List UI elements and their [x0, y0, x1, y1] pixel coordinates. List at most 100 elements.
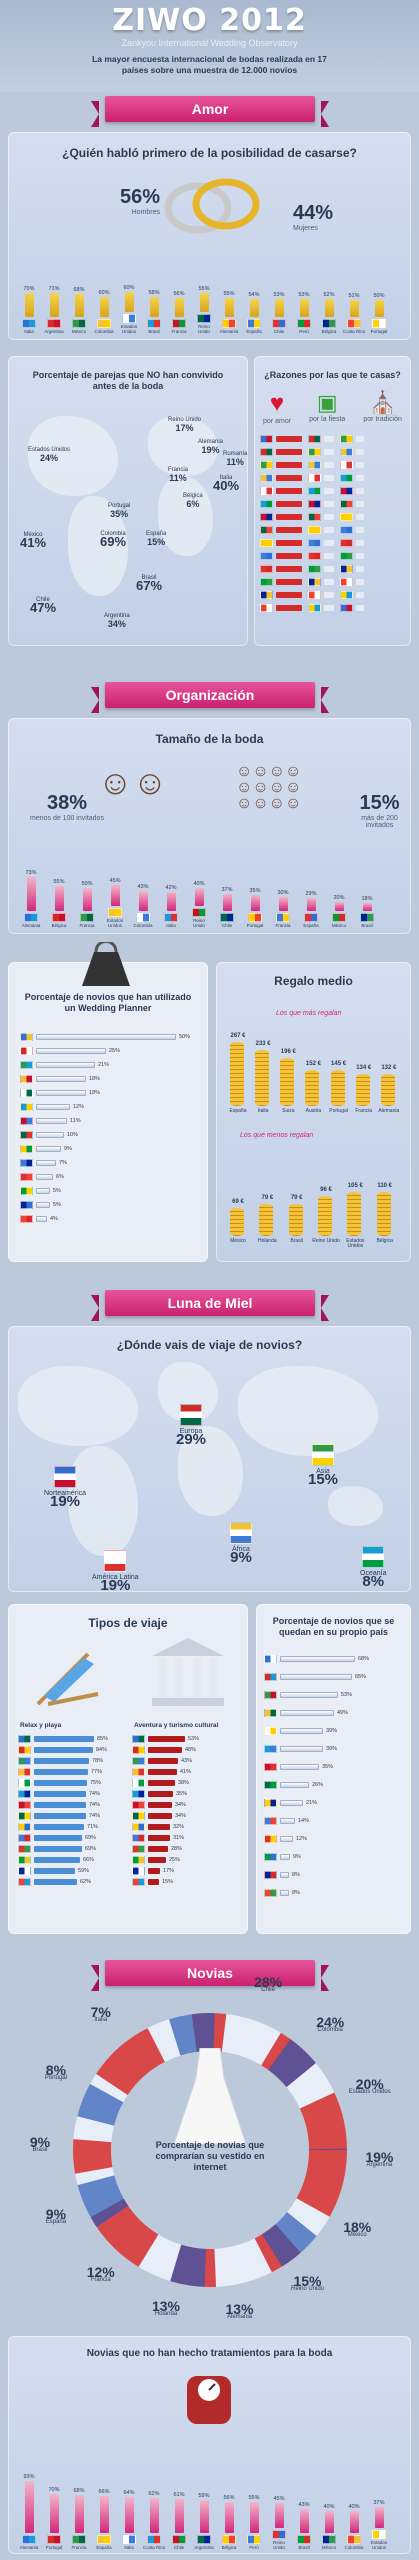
planner-value: 21% [98, 1061, 110, 1068]
flag-icon [24, 913, 38, 922]
proposal-country: Costa Rica [343, 329, 366, 334]
treat-bar [74, 2495, 84, 2533]
treat-country: Chile [173, 2545, 185, 2550]
size-bar [82, 888, 92, 911]
reasons-bar [356, 513, 364, 520]
flag-icon [340, 603, 353, 612]
proposal-value: 55% [198, 286, 210, 292]
flag-icon [132, 1789, 145, 1798]
coin-stack-icon [259, 1204, 274, 1236]
reasons-bar [356, 565, 364, 572]
stay-row: 49% [264, 1708, 404, 1717]
flag-icon [132, 1800, 145, 1809]
proposal-country: México [71, 329, 87, 334]
relax-bar [34, 1735, 94, 1742]
flag-icon [47, 319, 61, 328]
size-bar [278, 897, 288, 911]
adventure-row: 15% [132, 1877, 242, 1886]
stay-bar [280, 1799, 303, 1806]
reasons-bar [324, 591, 334, 598]
flag-icon [312, 1444, 335, 1466]
stay-value: 8% [292, 1871, 300, 1878]
proposal-value: 60% [123, 285, 135, 291]
cohab-country: España [146, 531, 167, 537]
reasons-bar [356, 578, 364, 585]
size-item: 43% Colombia [132, 884, 154, 928]
planner-bar [36, 1201, 50, 1208]
flag-icon [172, 319, 186, 328]
dress-ring-pct: 8% [45, 2062, 67, 2079]
gift-low-stack: 79 € Holanda [255, 1142, 279, 1252]
size-value: 43% [137, 884, 149, 890]
treat-bar [324, 2511, 334, 2533]
reasons-row [260, 486, 410, 495]
gift-low-value: 110 € [377, 1183, 392, 1189]
less-100-pct: 38% [46, 792, 87, 814]
size-country: Brasil [361, 923, 373, 928]
flag-icon [222, 2535, 236, 2544]
gift-top-value: 132 € [381, 1065, 397, 1071]
destination-title: ¿Dónde vais de viaje de novios? [116, 1338, 303, 1352]
flag-icon [20, 1158, 33, 1167]
header: ZIWO 2012 Zankyou International Wedding … [0, 0, 419, 92]
treat-bar [24, 2481, 34, 2533]
flag-icon [340, 460, 353, 469]
flag-icon [340, 499, 353, 508]
proposal-bar [24, 293, 34, 317]
treat-item: 55% Perú [243, 2495, 265, 2550]
gift-low-value: 96 € [320, 1187, 332, 1193]
reasons-bar [324, 461, 334, 468]
flag-icon [172, 2535, 186, 2544]
treat-bar [349, 2511, 359, 2533]
adventure-value: 41% [180, 1768, 192, 1775]
size-country: Reino Unido [193, 918, 205, 928]
treat-country: Bélgica [221, 2545, 237, 2550]
gift-low-country: Brasil [290, 1238, 303, 1244]
relax-value: 85% [97, 1735, 109, 1742]
dress-ring-item: 9% Brasil [14, 2135, 66, 2154]
flag-icon [147, 319, 161, 328]
size-value: 18% [361, 896, 373, 902]
treat-item: 93% Alemania [18, 2474, 40, 2550]
flag-icon [136, 913, 150, 922]
reasons-row [260, 603, 410, 612]
section-ribbon-amor: Amor [91, 96, 329, 127]
cohab-pct: 6% [186, 499, 200, 509]
destination-region: Oceanía 8% [360, 1546, 386, 1589]
flag-icon [340, 447, 353, 456]
proposal-country: Alemania [219, 329, 239, 334]
stay-value: 14% [298, 1817, 310, 1824]
dress-ring-pct: 7% [90, 2003, 111, 2020]
relax-bar [34, 1823, 84, 1830]
treat-country: Alemania [19, 2545, 39, 2550]
relax-value: 77% [91, 1768, 103, 1775]
treat-value: 56% [223, 2495, 235, 2501]
dress-ring-country: México [347, 2232, 367, 2238]
size-item: 18% Brasil [356, 896, 378, 928]
planner-row: 50% [20, 1032, 200, 1041]
proposal-country: Francia [171, 329, 187, 334]
relax-bar [34, 1746, 93, 1753]
coin-stack-icon [347, 1192, 362, 1236]
treat-bar [49, 2494, 59, 2533]
treat-country: Colombia [344, 2545, 364, 2550]
size-item: 73% Alemania [20, 870, 42, 928]
dress-icon [173, 2048, 247, 2145]
flag-icon [260, 538, 273, 547]
proposal-value: 55% [223, 291, 235, 297]
size-item: 35% Portugal [244, 888, 266, 928]
adventure-label: Aventura y turismo cultural [134, 1722, 219, 1729]
cohab-pct: 19% [201, 445, 220, 455]
treat-item: 59% Argentina [193, 2493, 215, 2550]
flag-icon [308, 486, 321, 495]
planner-bar [36, 1103, 70, 1110]
relax-row: 85% [18, 1734, 128, 1743]
planner-bar [36, 1215, 47, 1222]
adventure-bar [148, 1867, 160, 1874]
section-ribbon-organizacion: Organización [91, 682, 329, 713]
treat-item: 40% México [318, 2504, 340, 2550]
flag-icon [18, 1800, 31, 1809]
flag-icon [260, 473, 273, 482]
dress-ring-pct: 13% [151, 2298, 181, 2315]
treat-value: 59% [198, 2493, 210, 2499]
